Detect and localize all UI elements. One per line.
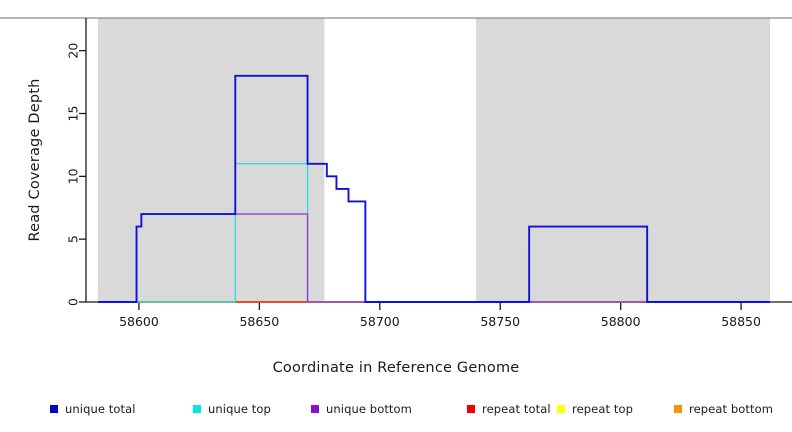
legend-label: repeat bottom [689,402,774,416]
legend-label: repeat total [482,402,551,416]
legend-label: unique top [208,402,271,416]
y-tick-label: 0 [66,298,81,306]
y-axis-title: Read Coverage Depth [27,78,43,242]
x-tick-label: 58700 [360,314,400,329]
legend-label: unique total [65,402,136,416]
legend-swatch-icon [311,405,319,413]
legend-item[interactable]: repeat bottom [674,402,773,416]
shaded-region [98,18,325,302]
legend-item[interactable]: unique bottom [311,402,412,416]
y-tick-label: 20 [66,43,81,59]
legend-label: repeat top [572,402,633,416]
x-tick-label: 58650 [239,314,279,329]
legend-item[interactable]: repeat top [557,402,633,416]
series-unique-total [98,74,770,303]
legend-swatch-icon [50,405,58,413]
legend-item[interactable]: repeat total [467,402,551,416]
chart-legend: unique total unique top unique bottom repea… [0,398,792,420]
x-tick-label: 58800 [601,314,641,329]
x-tick-label: 58850 [721,314,761,329]
y-tick-label: 5 [66,235,81,243]
y-tick-label: 15 [66,106,81,122]
x-tick-label: 58750 [480,314,520,329]
x-axis-title: Coordinate in Reference Genome [272,360,520,376]
legend-item[interactable]: unique top [193,402,271,416]
legend-label: unique bottom [326,402,412,416]
shaded-region [476,18,770,302]
y-tick-label: 10 [66,168,81,184]
legend-item[interactable]: unique total [50,402,136,416]
legend-swatch-icon [467,405,475,413]
legend-swatch-icon [674,405,682,413]
x-tick-label: 58600 [119,314,159,329]
legend-swatch-icon [193,405,201,413]
legend-swatch-icon [557,405,565,413]
